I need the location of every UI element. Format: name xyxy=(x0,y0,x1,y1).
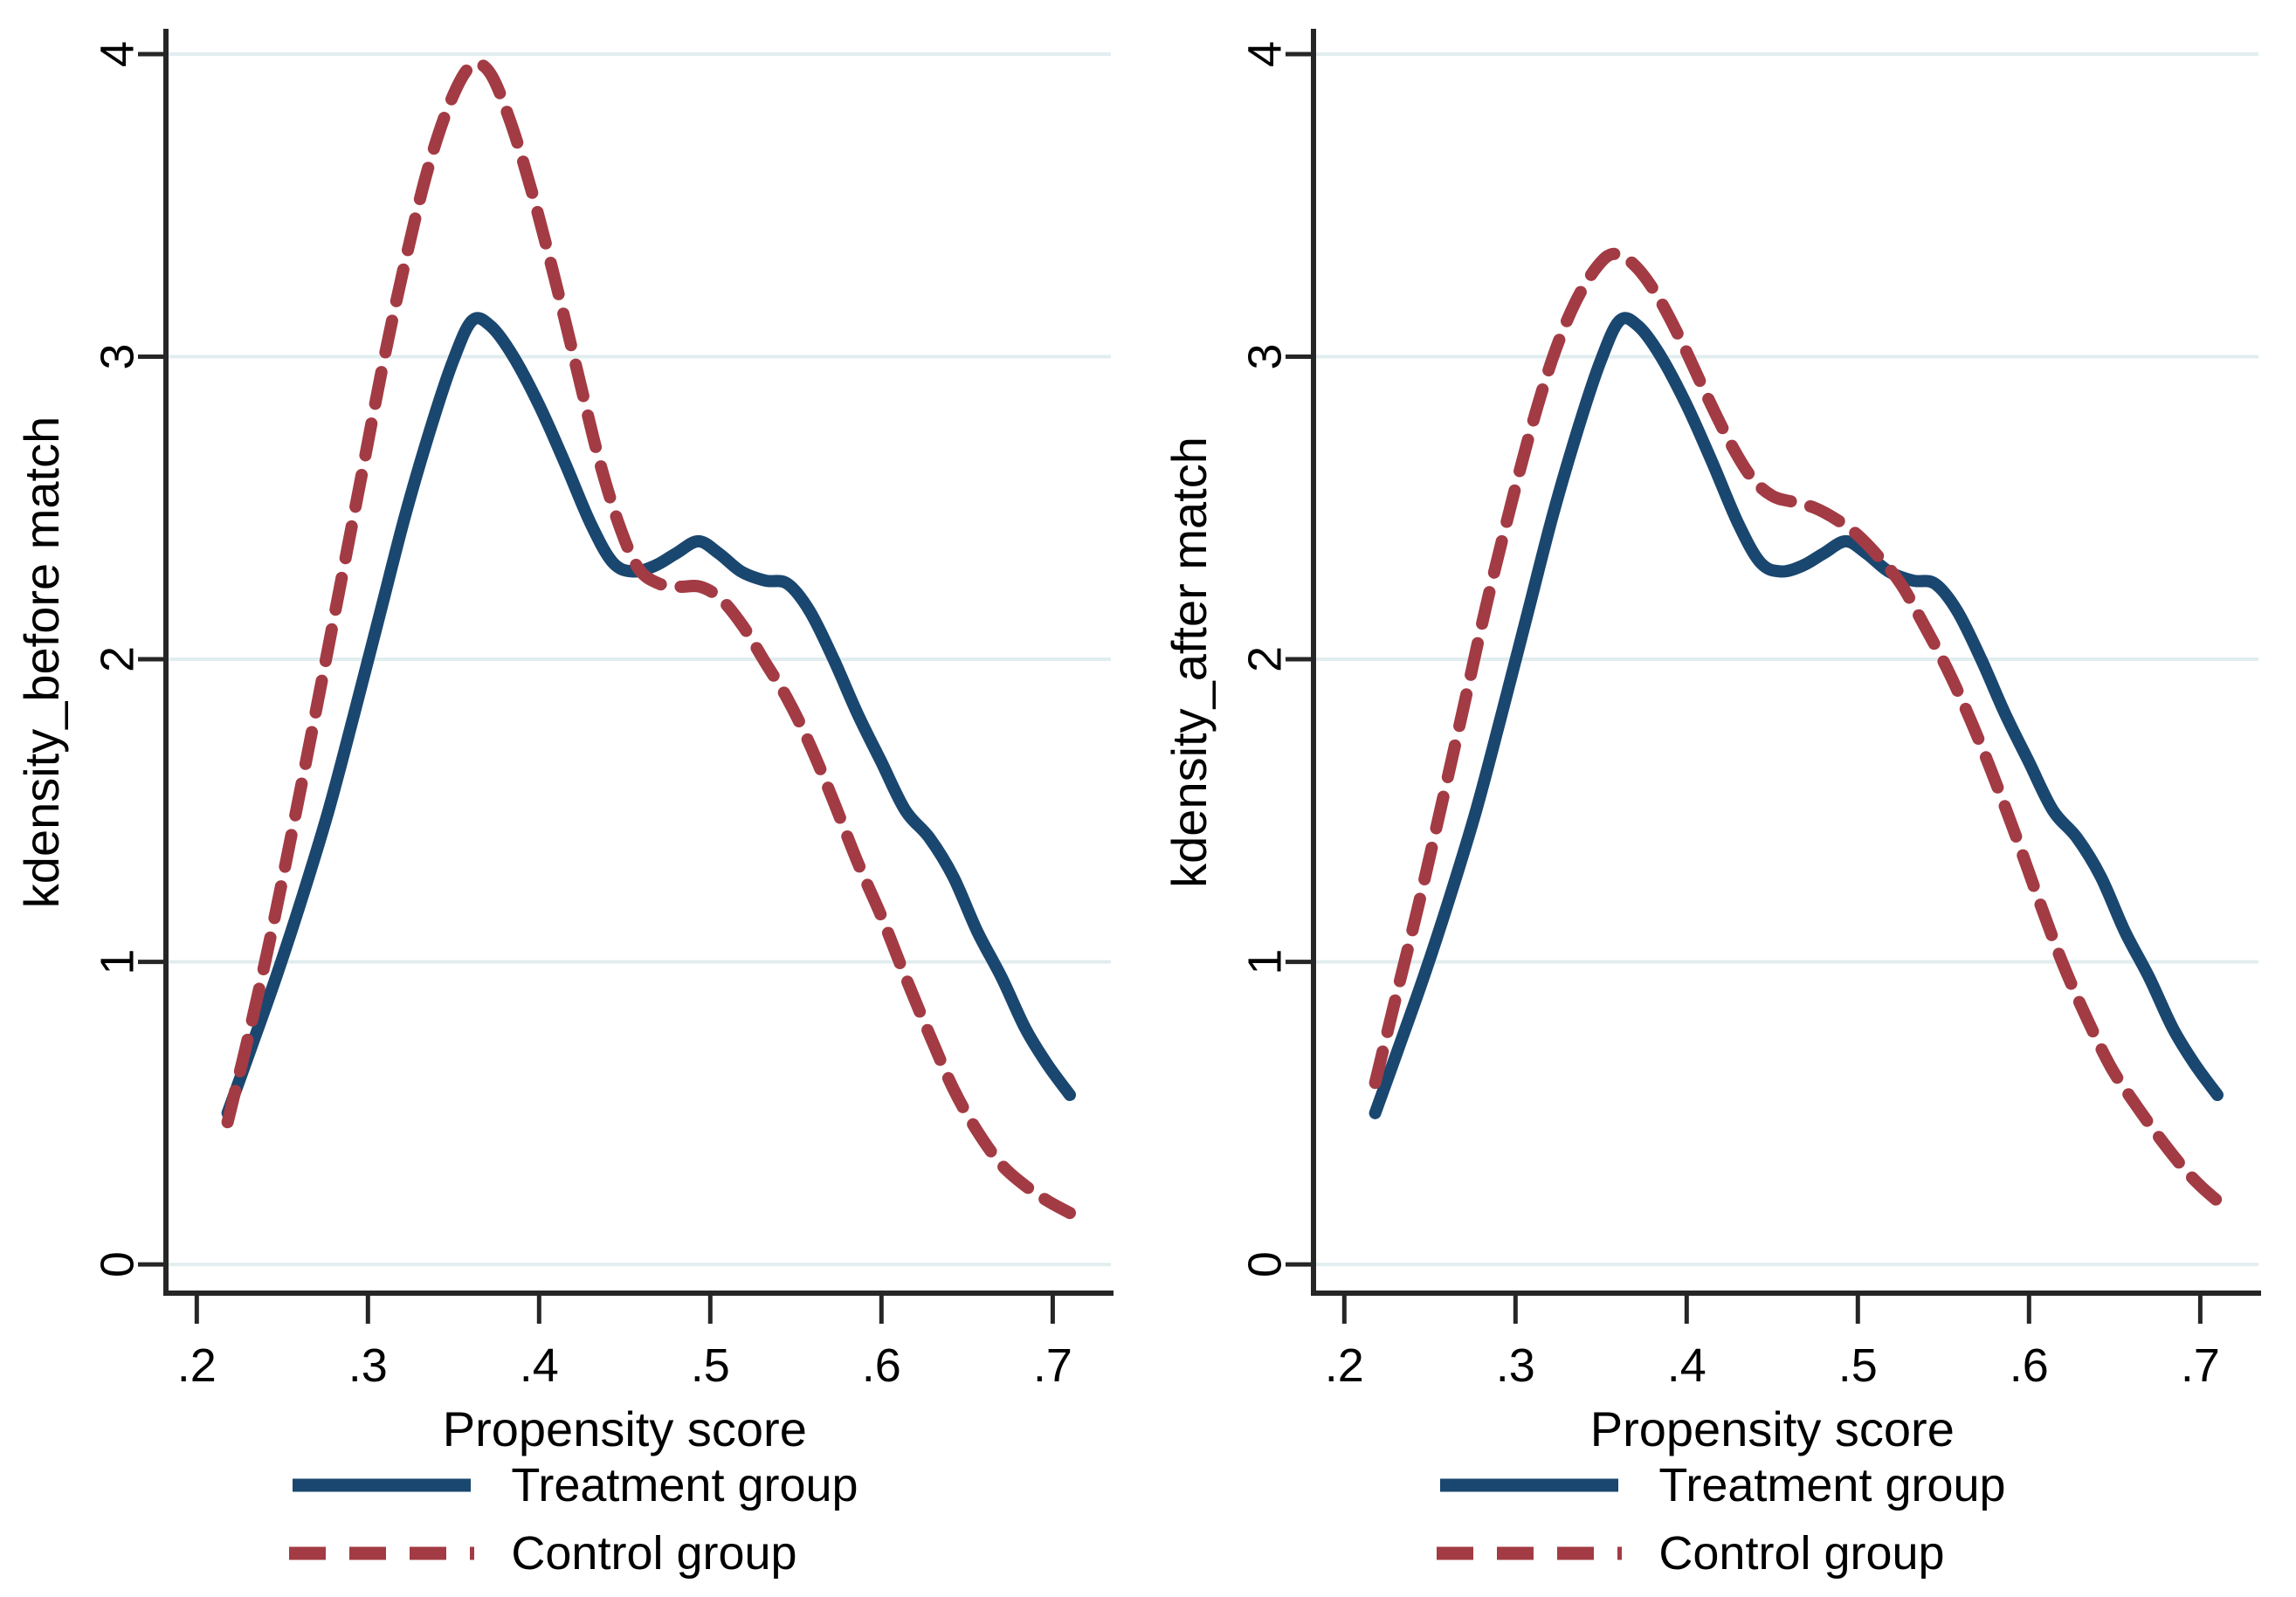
y-tick-label-3: 3 xyxy=(91,343,143,369)
axes xyxy=(163,29,1114,1296)
y-tick-label-2: 2 xyxy=(91,646,143,672)
legend-row-treatment: Treatment group xyxy=(1437,1459,2006,1511)
legend-before-match: Treatment group Control group xyxy=(289,1462,858,1577)
x-tick-label-.5: .5 xyxy=(1838,1339,1878,1392)
gridlines xyxy=(166,52,1111,1267)
x-tick-label-.7: .7 xyxy=(2181,1339,2220,1392)
curve-control-group xyxy=(1369,247,2224,1208)
y-tick-label-0: 0 xyxy=(91,1251,143,1277)
y-axis-title: kdensity_before match xyxy=(14,416,69,908)
curve-treatment-group xyxy=(221,312,1076,1119)
x-axis-title: Propensity score xyxy=(1590,1401,1955,1456)
legend-after-match: Treatment group Control group xyxy=(1437,1459,2006,1580)
x-tick-label-.3: .3 xyxy=(348,1339,388,1392)
legend-wrap: Treatment group Control group xyxy=(1148,1462,2295,1577)
x-tick-label-.3: .3 xyxy=(1496,1339,1535,1392)
chart-before-match: 0 1 2 3 4 .2 .3 .4 .5 .6 .7 kdensity_before match Pr… xyxy=(14,29,1114,1456)
control-line-swatch xyxy=(289,1546,475,1560)
x-tick-label-.6: .6 xyxy=(2010,1339,2049,1392)
legend-label-control: Control group xyxy=(1658,1527,1945,1580)
chart-after-match: 0 1 2 3 4 .2 .3 .4 .5 .6 .7 kdensity_after match Pro… xyxy=(1162,29,2261,1456)
legend-row-control: Control group xyxy=(1437,1527,1945,1580)
x-tick-label-.5: .5 xyxy=(691,1339,730,1392)
legend-label-treatment: Treatment group xyxy=(511,1459,858,1511)
legend-label-treatment: Treatment group xyxy=(1658,1459,2006,1511)
axes xyxy=(1311,29,2261,1296)
y-tick-label-1: 1 xyxy=(1238,949,1291,975)
x-tick-label-.6: .6 xyxy=(862,1339,901,1392)
legend-wrap: Treatment group Control group xyxy=(0,1462,1148,1577)
y-axis-title: kdensity_after match xyxy=(1162,437,1217,888)
tick-marks xyxy=(1286,52,2203,1324)
control-line-swatch xyxy=(1437,1546,1623,1560)
panel-before-match: 0 1 2 3 4 .2 .3 .4 .5 .6 .7 kdensity_before match Pr… xyxy=(0,29,1148,1577)
tick-labels: 0 1 2 3 4 .2 .3 .4 .5 .6 .7 xyxy=(91,41,1072,1392)
y-tick-label-0: 0 xyxy=(1238,1251,1291,1277)
x-tick-label-.4: .4 xyxy=(520,1339,559,1392)
tick-marks xyxy=(138,52,1055,1324)
treatment-line-swatch xyxy=(1440,1478,1619,1492)
gridlines xyxy=(1313,52,2258,1267)
legend-label-control: Control group xyxy=(511,1527,797,1580)
curve-treatment-group xyxy=(1369,312,2224,1119)
x-tick-label-.2: .2 xyxy=(177,1339,217,1392)
series-curves xyxy=(1369,247,2224,1208)
panel-after-match: 0 1 2 3 4 .2 .3 .4 .5 .6 .7 kdensity_after match Pro… xyxy=(1148,0,2295,1597)
x-tick-label-.7: .7 xyxy=(1033,1339,1072,1392)
tick-labels: 0 1 2 3 4 .2 .3 .4 .5 .6 .7 xyxy=(1238,41,2220,1392)
curve-control-group xyxy=(221,57,1076,1220)
x-tick-label-.4: .4 xyxy=(1667,1339,1706,1392)
series-curves xyxy=(221,57,1076,1220)
legend-row-control: Control group xyxy=(289,1527,797,1580)
treatment-line-swatch xyxy=(293,1478,472,1492)
y-tick-label-2: 2 xyxy=(1238,646,1291,672)
x-axis-title: Propensity score xyxy=(443,1401,807,1456)
y-tick-label-4: 4 xyxy=(91,41,143,67)
y-tick-label-4: 4 xyxy=(1238,41,1291,67)
legend-row-treatment: Treatment group xyxy=(289,1462,858,1509)
y-tick-label-3: 3 xyxy=(1238,343,1291,369)
y-tick-label-1: 1 xyxy=(91,949,143,975)
x-tick-label-.2: .2 xyxy=(1325,1339,1364,1392)
